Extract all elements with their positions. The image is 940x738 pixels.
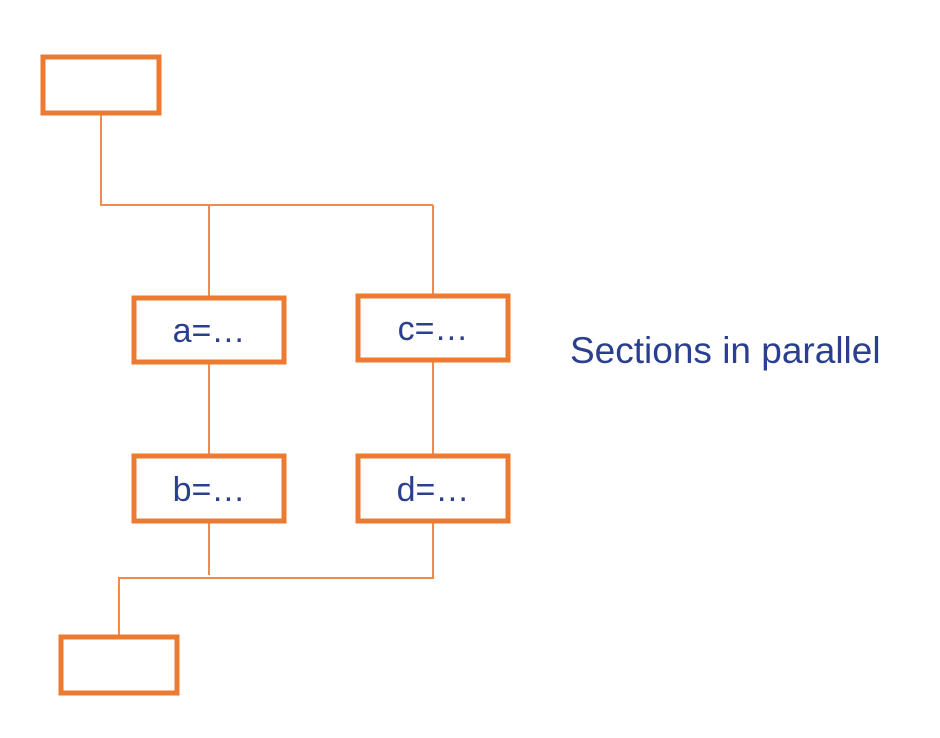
start-node bbox=[40, 54, 162, 116]
node-d-box bbox=[355, 453, 511, 524]
node-a: a=… bbox=[131, 295, 287, 365]
end-node-box bbox=[58, 634, 180, 696]
connectors bbox=[100, 113, 434, 637]
node-c: c=… bbox=[355, 293, 511, 363]
sections-in-parallel-label: Sections in parallel bbox=[570, 330, 881, 371]
node-d-label: d=… bbox=[397, 471, 470, 509]
node-c-label: c=… bbox=[398, 310, 469, 348]
node-b-box bbox=[131, 453, 287, 524]
start-node-box bbox=[40, 54, 162, 116]
node-d: d=… bbox=[355, 453, 511, 524]
node-b-label: b=… bbox=[173, 471, 246, 509]
connector-d-to-join bbox=[118, 521, 434, 637]
node-a-label: a=… bbox=[173, 312, 246, 350]
node-b: b=… bbox=[131, 453, 287, 524]
end-node bbox=[58, 634, 180, 696]
node-a-box bbox=[131, 295, 287, 365]
node-c-box bbox=[355, 293, 511, 363]
connector-start-to-split bbox=[100, 113, 433, 206]
